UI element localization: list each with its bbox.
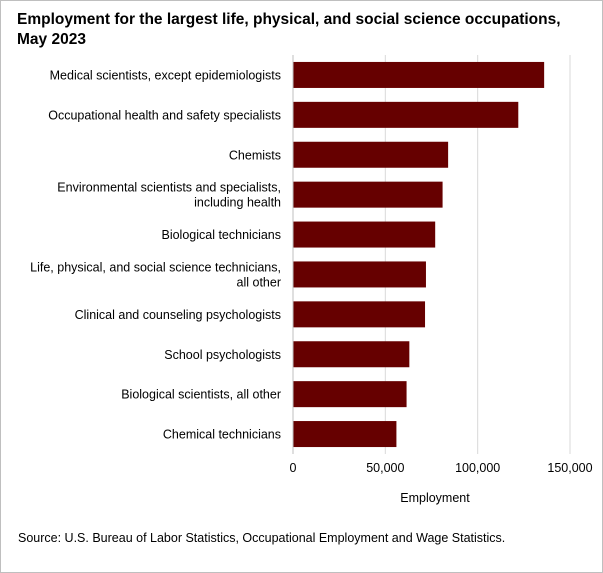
category-label: Chemical technicians [163,428,281,442]
category-label: Life, physical, and social science techn… [30,260,281,289]
x-tick-label: 100,000 [455,461,500,475]
bar [293,381,407,408]
bar [293,261,426,288]
category-label: School psychologists [164,348,281,362]
source-note: Source: U.S. Bureau of Labor Statistics,… [18,531,506,545]
x-tick-label: 150,000 [547,461,592,475]
category-label: Medical scientists, except epidemiologis… [50,68,281,82]
bar [293,181,443,208]
bar [293,141,449,168]
bar [293,221,436,248]
x-tick-label: 0 [290,461,297,475]
category-label: Occupational health and safety specialis… [48,108,281,122]
bar [293,301,426,328]
x-tick-label: 50,000 [366,461,404,475]
category-label: Biological technicians [161,228,281,242]
category-label: Environmental scientists and specialists… [57,181,281,210]
category-label: Clinical and counseling psychologists [75,308,281,322]
chart-title: Employment for the largest life, physica… [17,11,561,48]
bar [293,101,519,128]
bar [293,341,410,368]
x-axis-label: Employment [400,491,470,505]
category-label: Chemists [229,148,281,162]
category-label: Biological scientists, all other [121,388,281,402]
bar [293,421,397,448]
bar [293,61,545,88]
